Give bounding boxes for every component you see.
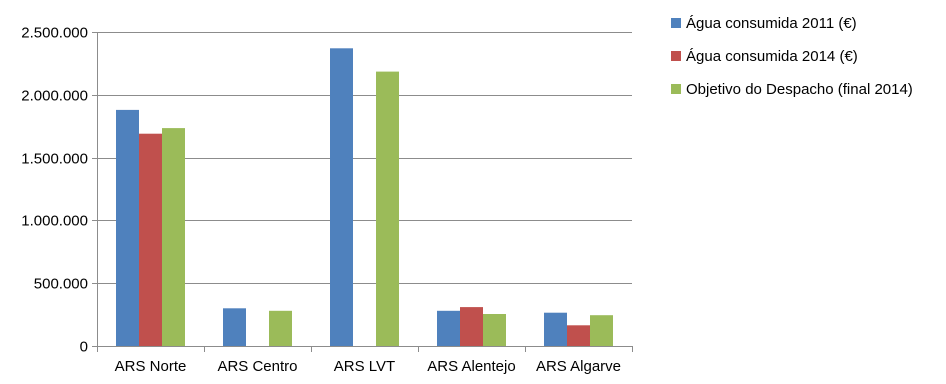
y-tick-label: 1.000.000 (21, 213, 88, 230)
bar (483, 314, 506, 346)
y-tick-label: 2.000.000 (21, 88, 88, 105)
legend-item: Água consumida 2011 (€) (671, 15, 857, 32)
bar (460, 307, 483, 346)
x-tick-label: ARS Centro (217, 358, 297, 375)
bar (139, 133, 162, 346)
bar (116, 109, 139, 347)
x-tick-label: ARS LVT (334, 358, 395, 375)
legend-label: Água consumida 2014 (€) (686, 48, 858, 65)
y-tick-label: 500.000 (34, 276, 88, 293)
bars (116, 48, 613, 347)
x-tick-labels: ARS Norte ARS Centro ARS LVT ARS Alentejo AR… (115, 358, 621, 375)
legend-label: Água consumida 2011 (€) (686, 15, 857, 32)
bar (269, 310, 292, 346)
legend-swatch (671, 51, 681, 61)
legend-label: Objetivo do Despacho (final 2014) (686, 81, 913, 98)
legend-swatch (671, 18, 681, 28)
x-tick-label: ARS Algarve (536, 358, 621, 375)
x-tick-label: ARS Alentejo (427, 358, 515, 375)
bar (437, 310, 460, 346)
bar (223, 308, 246, 346)
legend: Água consumida 2011 (€) Água consumida 20… (671, 15, 913, 98)
legend-swatch (671, 84, 681, 94)
y-tick-label: 1.500.000 (21, 151, 88, 168)
gridlines (97, 32, 632, 284)
bar (544, 312, 567, 346)
legend-item: Objetivo do Despacho (final 2014) (671, 81, 913, 98)
y-tick-labels: 0 500.000 1.000.000 1.500.000 2.000.000 2.500… (21, 25, 88, 356)
bar (376, 71, 399, 346)
axes (92, 32, 633, 352)
bar (330, 48, 353, 347)
bar (567, 325, 590, 346)
y-tick-label: 2.500.000 (21, 25, 88, 42)
x-tick-label: ARS Norte (115, 358, 187, 375)
y-tick-label: 0 (80, 339, 88, 356)
legend-item: Água consumida 2014 (€) (671, 48, 858, 65)
bar (162, 128, 185, 346)
bar (590, 315, 613, 346)
